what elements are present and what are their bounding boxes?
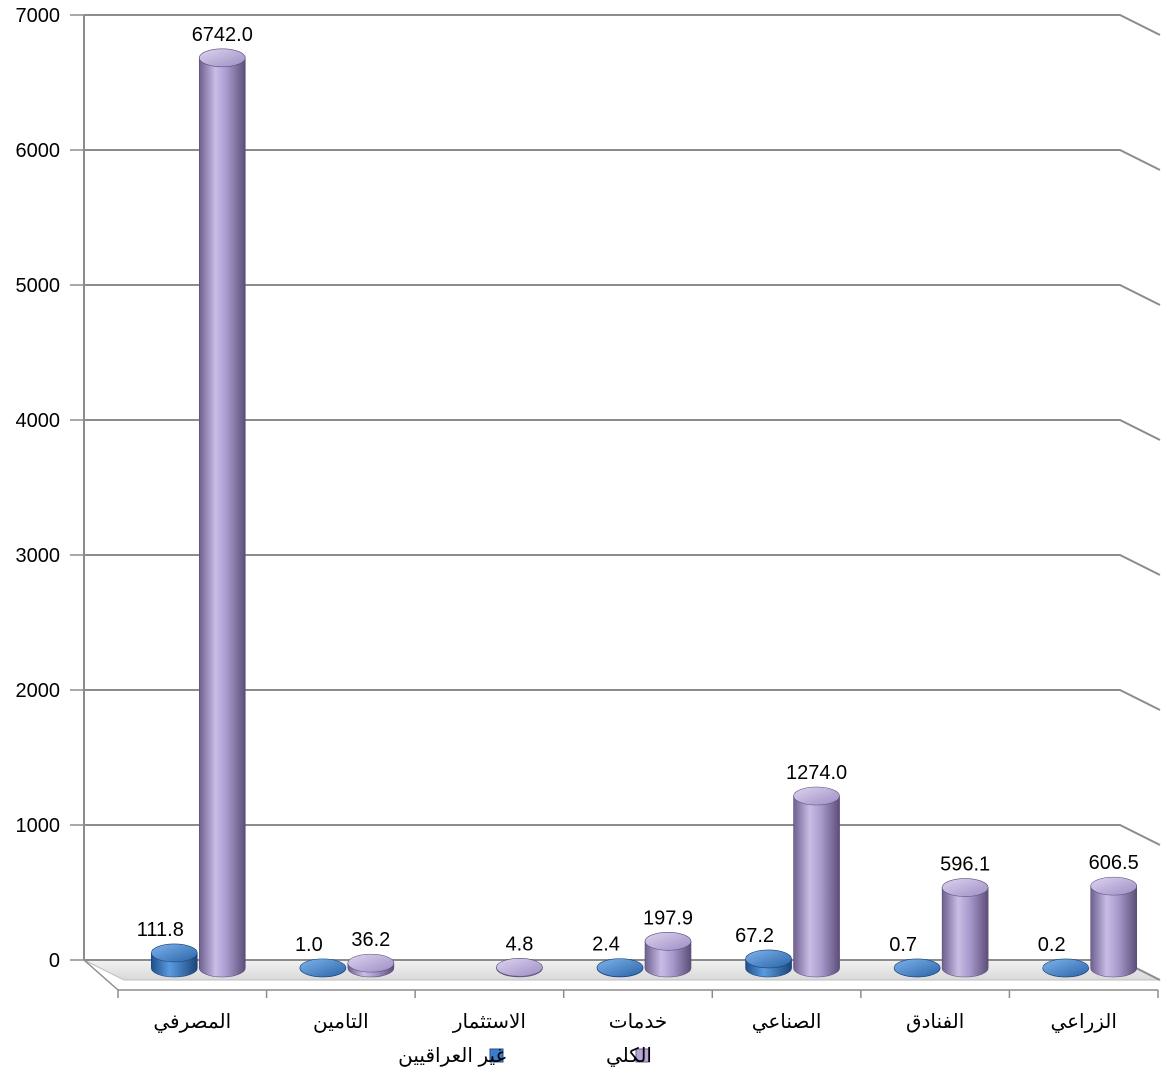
- bar-series-1: [198, 48, 246, 978]
- bar-series-0: [745, 949, 792, 978]
- gridline: [84, 689, 1161, 711]
- bar-top: [299, 958, 347, 978]
- bar-series-0: [1042, 958, 1090, 978]
- y-tick-label: 2000: [16, 680, 61, 702]
- bar-body: [793, 795, 840, 978]
- bar-top: [745, 949, 792, 969]
- bar-series-0: [596, 958, 644, 978]
- data-label-series-1: 6742.0: [192, 24, 253, 46]
- bar-top: [793, 786, 840, 806]
- x-category-label: الصناعي: [752, 1011, 822, 1034]
- x-category-label: المصرفي: [153, 1011, 231, 1034]
- legend: الكلي غير العراقيين: [398, 1045, 652, 1068]
- gridline: [84, 149, 1161, 171]
- bar-series-1: [347, 953, 395, 978]
- bar-series-1: [1090, 876, 1138, 978]
- axis-layer: 0 1000 2000 3000 4000 5000 6000 7000 المصرفي التا…: [16, 5, 1159, 1034]
- bar-layer: [150, 48, 1138, 978]
- y-tick-label: 0: [49, 950, 60, 972]
- bar-top: [496, 958, 543, 977]
- bar-series-0: [893, 958, 941, 978]
- floor-side-edge: [83, 959, 119, 991]
- bar-top: [893, 958, 941, 978]
- x-category-label: الفنادق: [906, 1011, 964, 1033]
- bar-top: [347, 953, 395, 973]
- legend-label-series-0: غير العراقيين: [398, 1045, 506, 1067]
- data-label-series-0: 111.8: [137, 919, 184, 941]
- bar-series-1: [496, 958, 543, 978]
- data-label-series-1: 606.5: [1089, 852, 1139, 874]
- bar-series-0: [299, 958, 347, 978]
- legend-swatch-series-0: [489, 1048, 504, 1063]
- x-category-label: التامين: [313, 1011, 369, 1033]
- bar-body: [1090, 885, 1138, 978]
- bar-series-1: [644, 931, 692, 978]
- legend-label-series-1: الكلي: [606, 1045, 652, 1068]
- bar-series-0: [150, 943, 198, 978]
- bar-top: [198, 48, 246, 68]
- y-tick-label: 3000: [16, 545, 61, 567]
- data-label-series-1: 197.9: [643, 907, 693, 929]
- data-label-series-1: 1274.0: [786, 762, 847, 784]
- bar-top: [1090, 876, 1138, 896]
- data-label-series-0: 67.2: [735, 925, 774, 947]
- data-label-series-0: 0.2: [1038, 934, 1066, 956]
- gridline: [84, 419, 1161, 441]
- y-tick-label: 4000: [16, 410, 61, 432]
- bar-body: [644, 940, 692, 978]
- bar-top: [150, 943, 198, 963]
- legend-swatch-series-1: [635, 1048, 650, 1063]
- data-label-series-1: 36.2: [351, 929, 390, 951]
- y-tick-label: 1000: [16, 815, 61, 837]
- bar-top: [941, 878, 989, 897]
- bar-series-1: [793, 786, 840, 978]
- bar-series-1: [941, 878, 989, 978]
- x-category-label: الاستثمار: [452, 1011, 526, 1033]
- y-tick-label: 5000: [16, 275, 61, 297]
- bar-top: [644, 931, 692, 951]
- y-tick-label: 7000: [16, 5, 61, 27]
- data-label-series-1: 4.8: [506, 933, 534, 955]
- bar-body: [941, 887, 989, 978]
- gridline: [84, 284, 1161, 306]
- data-label-series-0: 2.4: [592, 934, 620, 956]
- bar-top: [1042, 958, 1090, 978]
- gridline: [84, 14, 1161, 36]
- x-category-label: الزراعي: [1050, 1011, 1117, 1034]
- data-label-series-1: 596.1: [940, 854, 990, 876]
- y-tick-label: 6000: [16, 140, 61, 162]
- x-category-label: خدمات: [609, 1011, 668, 1033]
- data-label-series-0: 0.7: [889, 934, 917, 956]
- data-label-series-0: 1.0: [295, 934, 323, 956]
- label-layer: 111.8 1.0 2.4 67.2 0.7 0.2 6742.0 36.2 4.8 197.9 1…: [137, 24, 1139, 956]
- gridline: [84, 554, 1161, 576]
- gridline: [84, 824, 1161, 846]
- bar-top: [596, 958, 644, 977]
- bar-body: [198, 57, 246, 978]
